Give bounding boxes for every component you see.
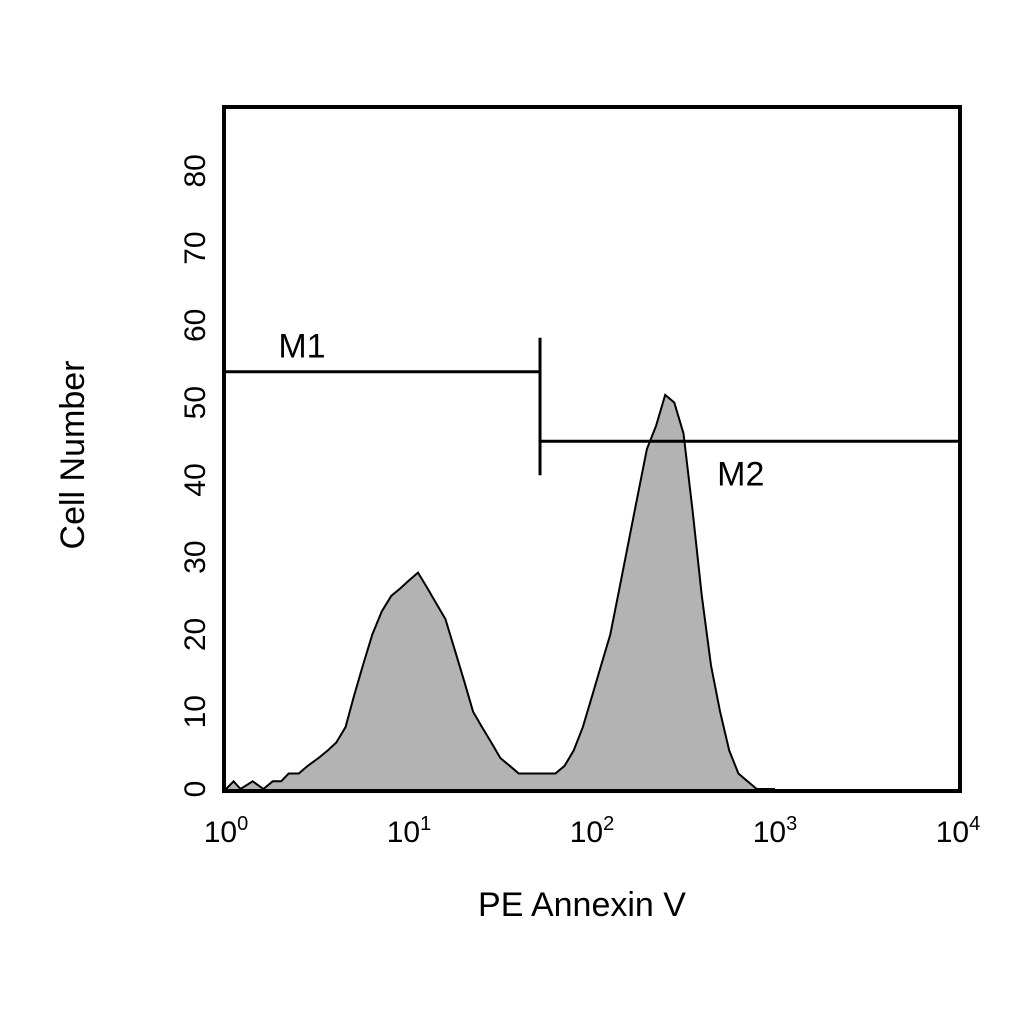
marker-m2-label: M2 [717,455,764,493]
y-axis-label: Cell Number [54,361,92,550]
marker-layer: M1 M2 [226,328,958,493]
y-tick-label: 30 [179,540,212,573]
y-tick-label: 10 [179,695,212,728]
x-axis-label: PE Annexin V [478,886,686,924]
histogram-outline [225,393,775,791]
plot-frame [222,105,962,793]
x-tick-labels: 100 101 102 103 104 [204,813,981,849]
x-tick-label: 101 [387,813,432,849]
y-tick-label: 70 [179,231,212,264]
y-tick-label: 60 [179,309,212,342]
marker-m1-label: M1 [278,328,325,366]
y-tick-label: 40 [179,463,212,496]
y-tick-labels: 0 10 20 30 40 50 60 70 80 [179,154,212,797]
x-tick-label: 104 [936,813,981,849]
x-tick-label: 102 [570,813,615,849]
y-tick-label: 50 [179,386,212,419]
x-tick-label: 100 [204,813,249,849]
histogram-area [226,394,775,789]
y-tick-label: 80 [179,154,212,187]
y-tick-label: 0 [179,781,212,798]
y-tick-label: 20 [179,618,212,651]
x-tick-label: 103 [753,813,798,849]
